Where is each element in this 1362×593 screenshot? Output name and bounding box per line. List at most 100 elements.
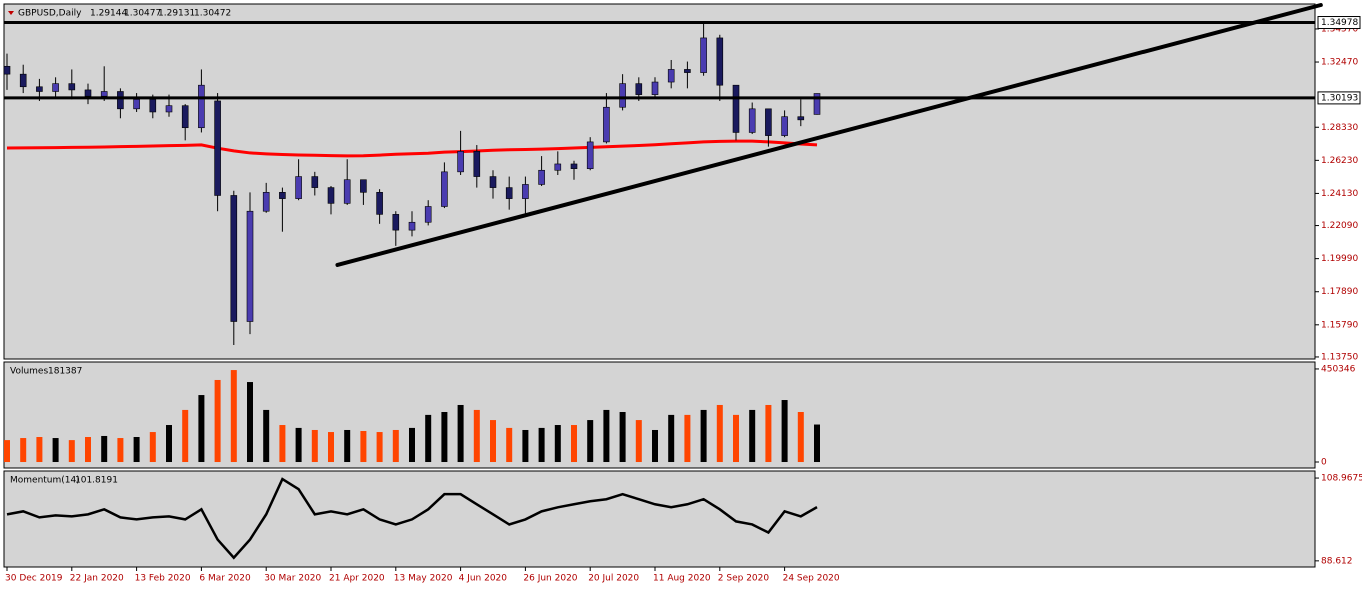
y-tick-label: 0 [1321,458,1327,468]
candle-body [489,176,497,188]
volume-bar [20,438,27,463]
momentum-panel [3,470,1316,568]
x-tick-label: 30 Dec 2019 [5,574,63,584]
volume-bar [392,429,399,463]
y-tick-label: 1.28330 [1321,123,1358,133]
x-tick-label: 22 Jan 2020 [70,574,124,584]
volume-bar [117,438,124,463]
y-tick-label: 1.22090 [1321,221,1358,231]
candle-body [230,195,238,322]
x-tick-label: 6 Mar 2020 [199,574,251,584]
price-label: 1.34978 [1321,18,1358,28]
volume-bar [425,414,432,463]
volume-bar [441,412,448,463]
candle-body [619,83,626,108]
volume-bar [733,414,739,463]
x-tick-label: 13 May 2020 [394,574,453,584]
momentum-title: Momentum(14) [10,476,80,486]
y-tick-label: 1.26230 [1321,156,1358,166]
volume-bar [247,382,253,463]
candle-body [603,106,610,143]
marks [3,23,821,345]
volume-bar [635,420,642,463]
open-value: 1.29144 [90,9,127,19]
candle-body [635,83,643,95]
volume-bar [490,420,496,463]
volume-bar [409,427,415,463]
y-tick-label: 1.13750 [1321,352,1358,362]
candle-body [797,116,805,121]
candle-body [554,163,562,171]
volume-bar [360,431,367,463]
candle-body [3,65,11,75]
volume-bar [781,400,788,463]
candle-body [522,184,529,199]
volume-bar [797,412,804,463]
y-tick-label: 1.34570 [1321,24,1358,34]
volume-bar [473,409,480,463]
volume-bar [166,425,172,463]
candle-body [570,163,578,169]
candle-body [651,81,659,95]
candle-body [100,91,108,97]
volume-bar [311,429,318,463]
candle-body [408,221,416,231]
y-tick-label: 88.612 [1321,556,1353,566]
candle-body [295,176,302,199]
candle-body [457,151,464,173]
candle-body [538,169,545,185]
menu-arrow [8,11,14,15]
candle-body [279,192,286,199]
volume-bar [814,424,820,463]
y-tick-label: 108.9675 [1321,474,1362,484]
volume-bar [328,432,334,463]
x-tick-label: 30 Mar 2020 [264,574,321,584]
volume-bar [506,427,513,463]
momentum-line [6,477,818,560]
y-tick-label: 450346 [1321,364,1356,374]
volume-bar [749,409,756,463]
candle-body [214,100,221,196]
candle-body [424,206,432,223]
trendline [335,3,1323,267]
x-tick-label: 24 Sep 2020 [783,574,840,584]
candle-body [376,192,383,215]
candle-body [262,192,270,212]
volume-bar [668,414,675,463]
y-tick-label: 1.19990 [1321,254,1358,264]
volume-bar [700,409,707,463]
candle-body [84,89,92,97]
candle-body [181,105,189,129]
candle-body [198,84,205,129]
volume-bar [522,429,529,463]
candle-body [327,187,335,204]
candle-body [586,141,594,169]
candle-body [165,105,173,113]
price-label-box [1317,91,1361,105]
candle-body [392,214,400,231]
volume-bar [619,412,626,463]
y-tick-label: 1.15790 [1321,320,1358,330]
volume-bar [149,432,156,463]
volume-bar [133,437,140,463]
volume-bar [538,427,545,463]
candle-body [117,91,124,110]
volume-last: 181387 [48,367,82,377]
volume-bar [295,427,302,463]
y-tick-label: 1.32470 [1321,58,1358,68]
volume-bar [716,404,723,463]
volume-bar [279,425,286,463]
x-tick-label: 13 Feb 2020 [135,574,191,584]
candle-body [133,99,140,110]
moving-average [6,139,818,158]
low-value: 1.29131 [158,9,195,19]
candle-body [360,179,367,193]
volume-bar [36,437,43,463]
volume-bar [214,379,221,463]
candle-body [68,83,76,91]
momentum-last: 101.8191 [75,476,118,486]
candle-body [781,116,788,136]
candle-body [505,187,513,199]
candle-body [246,210,254,322]
